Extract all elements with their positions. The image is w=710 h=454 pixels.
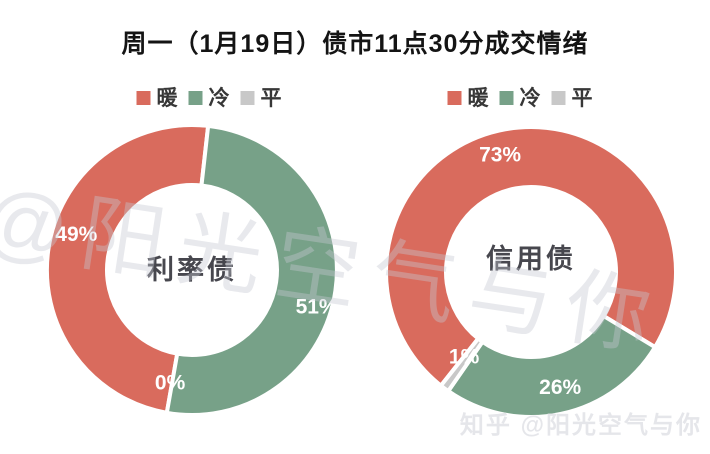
slice-label-信用债-暖: 73%	[479, 144, 521, 167]
legend-swatch-icon	[240, 91, 255, 105]
pie-slice-信用债-冷	[445, 313, 658, 419]
pie-slice-信用债-暖	[384, 125, 678, 389]
legend-left: 暖冷平	[136, 84, 282, 112]
chart-center-label: 利率债	[147, 254, 237, 285]
page-title: 周一（1月19日）债市11点30分成交情绪	[121, 30, 589, 58]
legend-swatch-icon	[188, 91, 203, 105]
legend-item-暖: 暖	[447, 86, 489, 110]
legend-swatch-icon	[447, 91, 462, 105]
slice-label-利率债-暖: 49%	[55, 223, 97, 246]
legend-label: 暖	[156, 86, 178, 110]
legend-item-暖: 暖	[136, 86, 178, 110]
slice-label-利率债-冷: 51%	[296, 295, 338, 318]
legend-label: 暖	[467, 86, 489, 110]
pie-slice-信用债-平	[438, 335, 486, 394]
legend-right: 暖冷平	[447, 84, 593, 112]
legend-item-平: 平	[240, 86, 282, 110]
legend-swatch-icon	[551, 91, 566, 105]
legend-label: 平	[571, 86, 593, 110]
legend-label: 冷	[208, 86, 230, 110]
legend-item-冷: 冷	[188, 86, 230, 110]
slice-label-信用债-冷: 26%	[539, 376, 581, 399]
legend-item-冷: 冷	[499, 86, 541, 110]
slice-label-利率债-平: 0%	[155, 371, 186, 394]
legend-label: 冷	[519, 86, 541, 110]
pie-slice-利率债-冷	[164, 123, 339, 417]
legend-item-平: 平	[551, 86, 593, 110]
legend-swatch-icon	[499, 91, 514, 105]
pie-slice-利率债-暖	[44, 123, 211, 416]
legend-label: 平	[260, 86, 282, 110]
legend-swatch-icon	[136, 91, 151, 105]
chart-center-label: 信用债	[486, 244, 576, 274]
slice-label-信用债-平: 1%	[449, 345, 480, 368]
